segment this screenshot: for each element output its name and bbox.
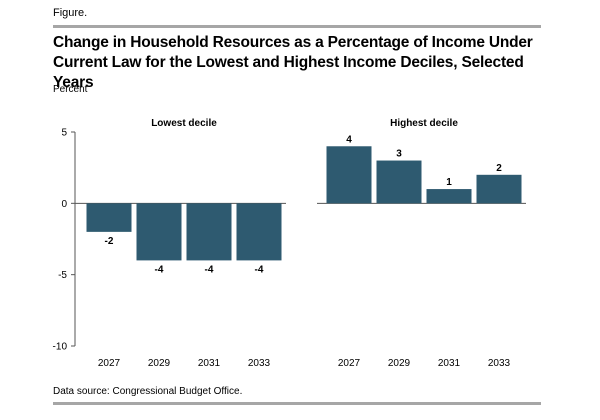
data-label: -4 [155, 264, 164, 275]
bottom-rule [53, 402, 541, 405]
top-rule [53, 25, 541, 28]
y-tick-label: 5 [61, 128, 67, 139]
bar [136, 203, 182, 261]
bar [426, 189, 472, 204]
bar [476, 174, 522, 204]
y-tick-label: -10 [53, 342, 68, 353]
data-source-note: Data source: Congressional Budget Office… [53, 386, 243, 397]
data-label: -4 [205, 264, 214, 275]
data-label: 3 [396, 149, 402, 160]
x-tick-label: 2031 [438, 358, 461, 369]
x-tick-label: 2029 [388, 358, 411, 369]
panel-title: Highest decile [390, 118, 458, 129]
x-tick-label: 2033 [248, 358, 271, 369]
data-label: -2 [105, 236, 114, 247]
data-label: 4 [346, 134, 352, 145]
bar [86, 203, 132, 232]
x-tick-label: 2031 [198, 358, 221, 369]
x-tick-label: 2033 [488, 358, 511, 369]
y-tick-label: 0 [61, 199, 67, 210]
bar [236, 203, 282, 261]
data-label: -4 [255, 264, 264, 275]
x-tick-label: 2027 [98, 358, 121, 369]
bar [186, 203, 232, 261]
x-tick-label: 2029 [148, 358, 171, 369]
figure-label: Figure. [53, 7, 88, 19]
y-tick-label: -5 [58, 270, 67, 281]
bar [376, 160, 422, 204]
y-axis-unit-label: Percent [53, 84, 88, 95]
data-label: 1 [446, 177, 452, 188]
panel-title: Lowest decile [151, 118, 217, 129]
bar [326, 146, 372, 204]
data-label: 2 [496, 163, 502, 174]
x-tick-label: 2027 [338, 358, 361, 369]
chart-title: Change in Household Resources as a Perce… [53, 34, 533, 91]
